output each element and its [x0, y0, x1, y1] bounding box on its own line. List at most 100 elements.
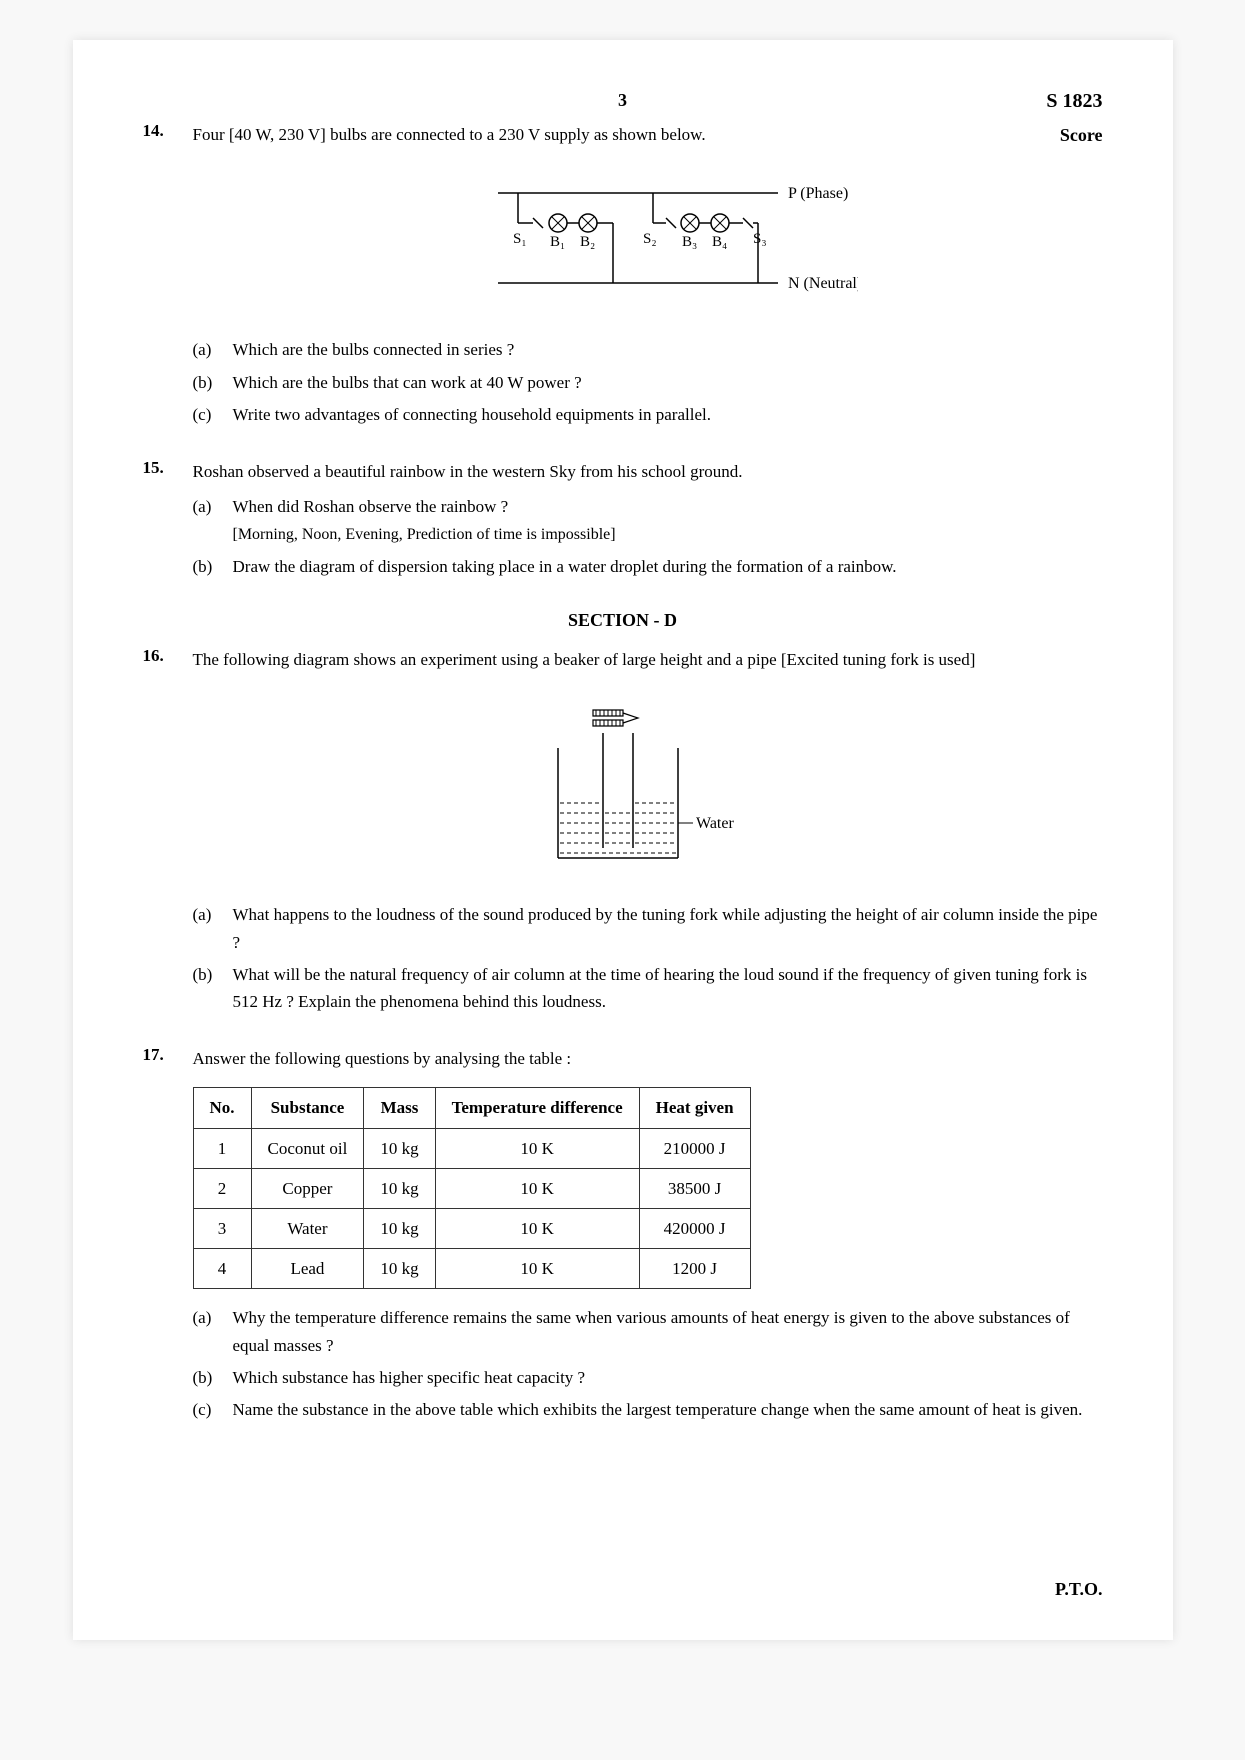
b2-label: B₂: [580, 234, 595, 250]
s2-label: S₂: [643, 231, 657, 247]
part-a: (a) What happens to the loudness of the …: [193, 901, 1103, 955]
table-cell: 10 kg: [364, 1208, 435, 1248]
table-cell: 1200 J: [639, 1249, 750, 1289]
part-hint: [Morning, Noon, Evening, Prediction of t…: [233, 526, 616, 543]
b3-label: B₃: [682, 234, 697, 250]
table-cell: 210000 J: [639, 1128, 750, 1168]
part-label: (b): [193, 1364, 233, 1391]
part-text: Which are the bulbs that can work at 40 …: [233, 369, 1103, 396]
table-cell: 1: [193, 1128, 251, 1168]
question-number: 14.: [143, 121, 193, 433]
b1-label: B₁: [550, 234, 565, 250]
part-text: Why the temperature difference remains t…: [233, 1304, 1103, 1358]
part-text: Name the substance in the above table wh…: [233, 1396, 1103, 1423]
part-a: (a) Which are the bulbs connected in ser…: [193, 336, 1103, 363]
part-label: (b): [193, 961, 233, 1015]
table-header: Heat given: [639, 1088, 750, 1128]
table-cell: 4: [193, 1249, 251, 1289]
table-header: Mass: [364, 1088, 435, 1128]
table-row: 2Copper10 kg10 K38500 J: [193, 1168, 750, 1208]
page-number: 3: [143, 90, 1103, 111]
sub-parts: (a) Which are the bulbs connected in ser…: [193, 336, 1103, 428]
question-number: 16.: [143, 646, 193, 1020]
part-b: (b) Which substance has higher specific …: [193, 1364, 1103, 1391]
part-text: Draw the diagram of dispersion taking pl…: [233, 553, 1103, 580]
part-label: (a): [193, 1304, 233, 1358]
part-label: (a): [193, 336, 233, 363]
part-a: (a) Why the temperature difference remai…: [193, 1304, 1103, 1358]
table-row: 3Water10 kg10 K420000 J: [193, 1208, 750, 1248]
table-cell: 10 K: [435, 1128, 639, 1168]
question-16: 16. The following diagram shows an exper…: [143, 646, 1103, 1020]
phase-label: P (Phase): [788, 185, 848, 202]
table-cell: 38500 J: [639, 1168, 750, 1208]
table-cell: 10 kg: [364, 1249, 435, 1289]
question-15: 15. Roshan observed a beautiful rainbow …: [143, 458, 1103, 585]
part-text: Which are the bulbs connected in series …: [233, 336, 1103, 363]
question-number: 17.: [143, 1045, 193, 1428]
beaker-diagram: Water: [193, 688, 1103, 886]
table-header: No.: [193, 1088, 251, 1128]
table-header-row: No. Substance Mass Temperature differenc…: [193, 1088, 750, 1128]
part-text: When did Roshan observe the rainbow ?: [233, 497, 509, 516]
sub-parts: (a) When did Roshan observe the rainbow …: [193, 493, 1103, 580]
beaker-svg: Water: [518, 698, 778, 868]
part-b: (b) What will be the natural frequency o…: [193, 961, 1103, 1015]
table-cell: Copper: [251, 1168, 364, 1208]
part-text: What happens to the loudness of the soun…: [233, 901, 1103, 955]
table-cell: 10 K: [435, 1208, 639, 1248]
b4-label: B₄: [712, 234, 727, 250]
table-row: 1Coconut oil10 kg10 K210000 J: [193, 1128, 750, 1168]
tuning-fork-icon: [593, 710, 638, 726]
part-label: (a): [193, 901, 233, 955]
table-cell: 420000 J: [639, 1208, 750, 1248]
part-b: (b) Which are the bulbs that can work at…: [193, 369, 1103, 396]
exam-page: 3 S 1823 Score 14. Four [40 W, 230 V] bu…: [73, 40, 1173, 1640]
table-cell: 10 K: [435, 1249, 639, 1289]
circuit-svg: P (Phase) N (Neutral) S₁ B₁ B₂: [438, 173, 858, 303]
score-label: Score: [1060, 125, 1103, 146]
question-text: Four [40 W, 230 V] bulbs are connected t…: [193, 121, 1103, 148]
question-14: 14. Four [40 W, 230 V] bulbs are connect…: [143, 121, 1103, 433]
substance-table: No. Substance Mass Temperature differenc…: [193, 1087, 751, 1289]
table-cell: 10 kg: [364, 1128, 435, 1168]
question-text: The following diagram shows an experimen…: [193, 646, 1103, 673]
part-b: (b) Draw the diagram of dispersion takin…: [193, 553, 1103, 580]
document-code: S 1823: [1046, 90, 1102, 113]
s1-label: S₁: [513, 231, 527, 247]
table-header: Substance: [251, 1088, 364, 1128]
s3-label: S₃: [753, 231, 767, 247]
table-cell: 10 K: [435, 1168, 639, 1208]
part-label: (a): [193, 493, 233, 548]
part-text: Write two advantages of connecting house…: [233, 401, 1103, 428]
table-row: 4Lead10 kg10 K1200 J: [193, 1249, 750, 1289]
water-label: Water: [696, 815, 734, 832]
pto-label: P.T.O.: [1055, 1579, 1103, 1600]
part-a: (a) When did Roshan observe the rainbow …: [193, 493, 1103, 548]
sub-parts: (a) Why the temperature difference remai…: [193, 1304, 1103, 1423]
question-text: Answer the following questions by analys…: [193, 1045, 1103, 1072]
table-cell: 3: [193, 1208, 251, 1248]
part-text: What will be the natural frequency of ai…: [233, 961, 1103, 1015]
part-text: Which substance has higher specific heat…: [233, 1364, 1103, 1391]
table-cell: Water: [251, 1208, 364, 1248]
part-label: (c): [193, 1396, 233, 1423]
section-d-header: SECTION - D: [143, 610, 1103, 631]
part-label: (b): [193, 369, 233, 396]
question-number: 15.: [143, 458, 193, 585]
part-label: (c): [193, 401, 233, 428]
neutral-label: N (Neutral): [788, 275, 858, 292]
circuit-diagram: P (Phase) N (Neutral) S₁ B₁ B₂: [193, 163, 1103, 321]
part-label: (b): [193, 553, 233, 580]
part-c: (c) Write two advantages of connecting h…: [193, 401, 1103, 428]
water-lines: [560, 803, 676, 853]
sub-parts: (a) What happens to the loudness of the …: [193, 901, 1103, 1015]
question-text: Roshan observed a beautiful rainbow in t…: [193, 458, 1103, 485]
table-cell: 2: [193, 1168, 251, 1208]
question-17: 17. Answer the following questions by an…: [143, 1045, 1103, 1428]
part-c: (c) Name the substance in the above tabl…: [193, 1396, 1103, 1423]
table-cell: 10 kg: [364, 1168, 435, 1208]
table-cell: Lead: [251, 1249, 364, 1289]
table-header: Temperature difference: [435, 1088, 639, 1128]
table-cell: Coconut oil: [251, 1128, 364, 1168]
